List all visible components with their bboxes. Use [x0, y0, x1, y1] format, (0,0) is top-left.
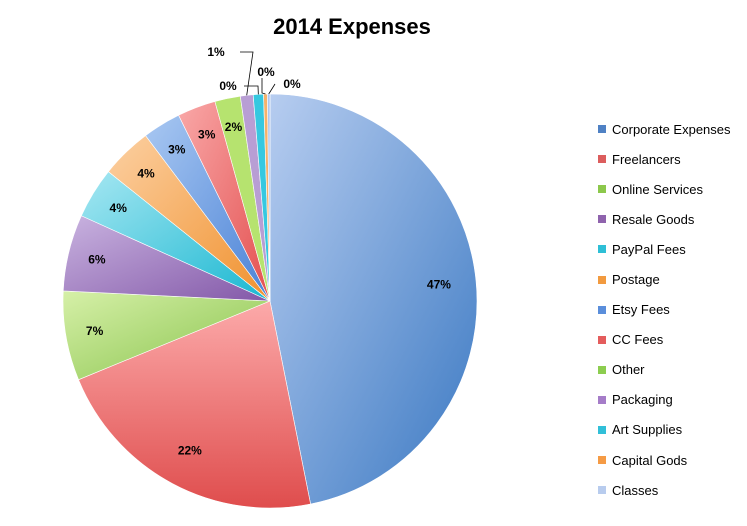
legend-swatch [598, 365, 606, 374]
legend-swatch [598, 425, 606, 434]
leader-line-capital-gods [261, 78, 266, 95]
legend: Corporate Expenses Freelancers Online Serv… [598, 114, 744, 505]
legend-label: Corporate Expenses [612, 121, 731, 137]
legend-item-freelancers: Freelancers [598, 144, 744, 174]
legend-label: PayPal Fees [612, 241, 686, 257]
legend-label: Resale Goods [612, 211, 695, 227]
slice-label-classes: 0% [283, 77, 301, 91]
leader-line-art-supplies [244, 85, 259, 95]
legend-label: Etsy Fees [612, 302, 670, 318]
legend-item-online-services: Online Services [598, 174, 744, 204]
leader-line-classes [268, 83, 276, 95]
legend-label: Art Supplies [612, 422, 683, 438]
leader-line-packaging [240, 51, 254, 96]
slice-label-packaging: 1% [207, 45, 225, 59]
pie-slice-freelancers [78, 300, 311, 509]
legend-swatch [598, 305, 606, 314]
legend-swatch [598, 486, 606, 495]
legend-swatch [598, 215, 606, 224]
legend-item-postage: Postage [598, 264, 744, 294]
legend-item-packaging: Packaging [598, 385, 744, 415]
slice-label-resale-goods: 6% [88, 252, 106, 266]
slice-label-other: 2% [225, 120, 243, 134]
legend-swatch [598, 456, 606, 465]
legend-swatch [598, 395, 606, 404]
legend-swatch [598, 335, 606, 344]
slice-label-paypal-fees: 4% [110, 201, 128, 215]
slice-label-freelancers: 22% [178, 444, 202, 458]
legend-label: Other [612, 362, 645, 378]
slice-label-art-supplies: 0% [219, 79, 237, 93]
legend-label: Packaging [612, 392, 673, 408]
chart-title: 2014 Expenses [273, 14, 431, 39]
legend-item-classes: Classes [598, 475, 744, 505]
slice-label-cc-fees: 3% [198, 128, 216, 142]
legend-label: Classes [612, 482, 659, 498]
legend-item-corporate-expenses: Corporate Expenses [598, 114, 744, 144]
slice-label-corporate-expenses: 47% [427, 277, 451, 291]
legend-label: Freelancers [612, 151, 681, 167]
legend-swatch [598, 245, 606, 254]
legend-swatch [598, 155, 606, 164]
legend-swatch [598, 275, 606, 284]
legend-item-etsy-fees: Etsy Fees [598, 295, 744, 325]
legend-label: CC Fees [612, 332, 664, 348]
pie-slice-corporate-expenses [269, 93, 478, 505]
legend-item-other: Other [598, 355, 744, 385]
legend-item-art-supplies: Art Supplies [598, 415, 744, 445]
legend-label: Postage [612, 272, 660, 288]
legend-item-resale-goods: Resale Goods [598, 204, 744, 234]
legend-label: Capital Gods [612, 452, 688, 468]
legend-item-paypal-fees: PayPal Fees [598, 234, 744, 264]
slice-label-etsy-fees: 3% [168, 142, 186, 156]
slice-label-postage: 4% [137, 166, 155, 180]
legend-item-capital-gods: Capital Gods [598, 445, 744, 475]
legend-swatch [598, 185, 606, 194]
legend-swatch [598, 125, 606, 134]
legend-label: Online Services [612, 181, 704, 197]
slice-label-online-services: 7% [86, 324, 104, 338]
slice-label-capital-gods: 0% [257, 65, 275, 79]
legend-item-cc-fees: CC Fees [598, 325, 744, 355]
